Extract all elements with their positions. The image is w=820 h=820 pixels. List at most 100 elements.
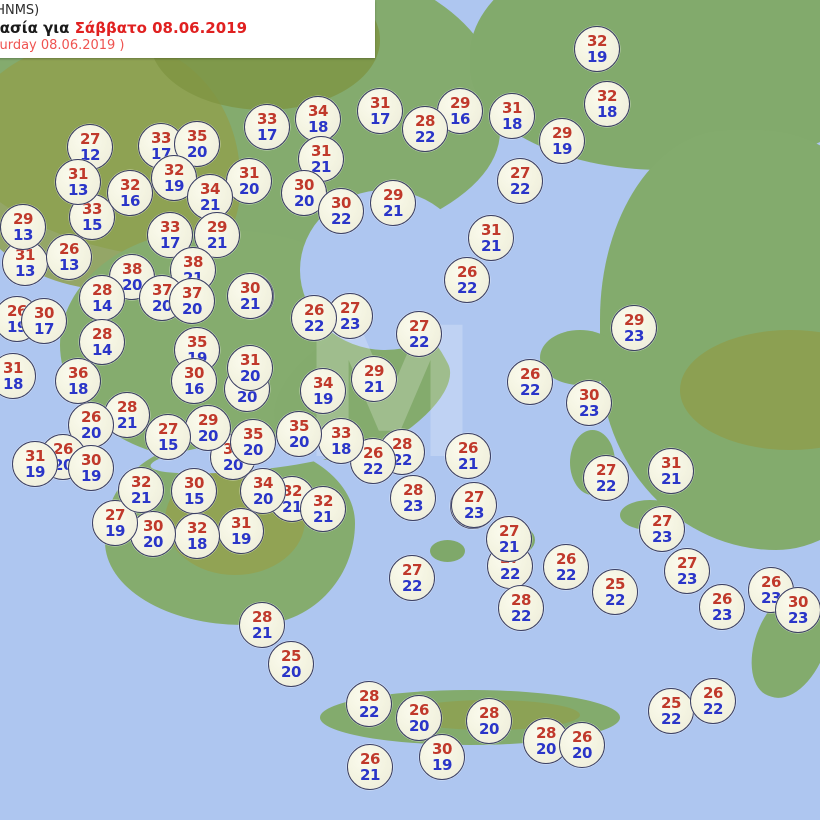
station-temp-min: 12 (79, 145, 101, 164)
forecast-title-el: στη Θερμοκρασία για Σάββατο 08.06.2019 (0, 19, 367, 37)
station-temp-min: 21 (116, 413, 138, 432)
station-temp-min: 22 (456, 278, 478, 297)
station-temp-max: 28 (402, 480, 424, 499)
station-temp-min: 22 (509, 179, 531, 198)
station-temp-max: 28 (116, 397, 138, 416)
station-marker: 28 21 (239, 602, 285, 648)
station-temp-min: 23 (339, 314, 361, 333)
station-temp-max: 32 (119, 175, 141, 194)
station-marker: 31 18 (489, 93, 535, 139)
station-temp-max: 32 (586, 31, 608, 50)
station-temp-max: 31 (501, 98, 523, 117)
station-temp-max: 31 (660, 453, 682, 472)
station-temp-min: 22 (702, 699, 724, 718)
station-marker: 32 18 (584, 81, 630, 127)
station-temp-max: 31 (67, 164, 89, 183)
station-temp-min: 20 (238, 179, 260, 198)
station-temp-max: 37 (151, 280, 173, 299)
station-temp-min: 23 (578, 401, 600, 420)
station-temp-min: 22 (604, 590, 626, 609)
station-temp-max: 26 (519, 364, 541, 383)
station-temp-min: 23 (623, 326, 645, 345)
landmass-lesbos (540, 330, 620, 385)
station-marker: 29 20 (185, 405, 231, 451)
station-temp-max: 28 (91, 280, 113, 299)
station-temp-min: 20 (121, 275, 143, 294)
station-marker: 26 20 (559, 722, 605, 768)
station-marker: 31 21 (468, 215, 514, 261)
station-temp-min: 20 (288, 432, 310, 451)
station-temp-min: 16 (183, 379, 205, 398)
station-temp-min: 14 (91, 340, 113, 359)
station-temp-max: 35 (242, 424, 264, 443)
station-marker: 31 13 (55, 159, 101, 205)
station-marker: 28 22 (498, 585, 544, 631)
station-temp-min: 22 (391, 450, 413, 469)
station-temp-max: 35 (186, 126, 208, 145)
station-marker: 25 22 (592, 569, 638, 615)
station-temp-min: 19 (24, 462, 46, 481)
station-temp-max: 26 (711, 589, 733, 608)
station-temp-min: 23 (711, 605, 733, 624)
station-temp-max: 28 (510, 590, 532, 609)
station-marker: 26 13 (46, 234, 92, 280)
station-temp-min: 21 (312, 507, 334, 526)
station-temp-max: 26 (359, 749, 381, 768)
station-marker: 31 17 (357, 88, 403, 134)
station-marker: 26 21 (347, 744, 393, 790)
station-temp-max: 28 (414, 111, 436, 130)
station-temp-max: 34 (312, 373, 334, 392)
station-temp-max: 32 (312, 491, 334, 510)
station-temp-max: 26 (80, 407, 102, 426)
station-temp-min: 19 (230, 529, 252, 548)
station-temp-min: 15 (81, 215, 103, 234)
station-marker: 28 20 (466, 698, 512, 744)
station-temp-max: 27 (676, 553, 698, 572)
station-temp-min: 17 (33, 319, 55, 338)
station-temp-min: 18 (307, 117, 329, 136)
station-temp-max: 27 (79, 129, 101, 148)
station-temp-max: 26 (58, 239, 80, 258)
station-temp-max: 26 (362, 443, 384, 462)
station-temp-max: 33 (150, 128, 172, 147)
station-temp-min: 22 (303, 316, 325, 335)
station-temp-max: 29 (449, 93, 471, 112)
station-marker: 30 23 (566, 380, 612, 426)
station-temp-max: 25 (280, 646, 302, 665)
station-temp-min: 23 (676, 569, 698, 588)
station-marker: 28 23 (390, 475, 436, 521)
forecast-title-en: perature for Saturday 08.06.2019 ) (0, 38, 367, 53)
station-temp-min: 19 (80, 466, 102, 485)
station-marker: 30 19 (419, 734, 465, 780)
station-marker: 29 19 (539, 118, 585, 164)
station-marker: 34 19 (300, 368, 346, 414)
station-marker: 28 14 (79, 275, 125, 321)
station-temp-min: 21 (281, 497, 303, 516)
station-temp-max: 26 (52, 439, 74, 458)
station-temp-min: 17 (369, 109, 391, 128)
station-temp-max: 26 (456, 262, 478, 281)
station-marker: 35 20 (276, 411, 322, 457)
station-temp-min: 22 (499, 564, 521, 583)
station-temp-min: 21 (239, 294, 261, 313)
station-temp-min: 21 (382, 201, 404, 220)
station-temp-max: 30 (787, 592, 809, 611)
station-marker: 26 21 (445, 433, 491, 479)
station-temp-min: 21 (359, 765, 381, 784)
station-marker: 27 21 (486, 516, 532, 562)
station-temp-max: 26 (408, 700, 430, 719)
station-temp-max: 33 (81, 199, 103, 218)
station-temp-max: 30 (183, 473, 205, 492)
station-temp-max: 26 (760, 572, 782, 591)
station-temp-max: 29 (12, 209, 34, 228)
station-temp-min: 22 (330, 209, 352, 228)
station-temp-max: 30 (183, 363, 205, 382)
station-marker: 27 23 (451, 482, 497, 528)
station-marker: 33 17 (244, 104, 290, 150)
